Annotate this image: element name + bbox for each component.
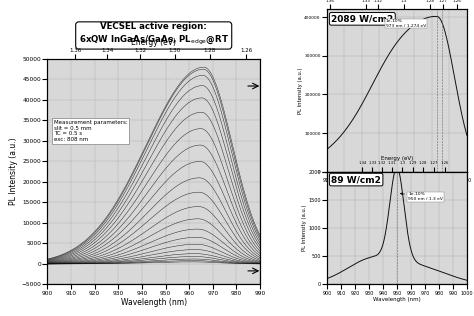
X-axis label: Energy (eV): Energy (eV): [131, 38, 176, 47]
Y-axis label: PL Intensity (a.u.): PL Intensity (a.u.): [9, 138, 18, 205]
Text: 89 W/cm2: 89 W/cm2: [331, 175, 381, 184]
Text: Measurement parameters:
slit = 0.5 mm
TC = 0.5 s
exc: 808 nm: Measurement parameters: slit = 0.5 mm TC…: [54, 120, 128, 142]
Y-axis label: PL Intensity (a.u.): PL Intensity (a.u.): [298, 67, 303, 114]
X-axis label: Wavelength (nm): Wavelength (nm): [373, 184, 421, 189]
Y-axis label: PL Intensity (a.u.): PL Intensity (a.u.): [302, 205, 307, 251]
X-axis label: Wavelength (nm): Wavelength (nm): [373, 297, 421, 302]
Text: 1e-10%
973 nm / 1.274 eV: 1e-10% 973 nm / 1.274 eV: [386, 19, 426, 28]
Text: 2089 W/cm2: 2089 W/cm2: [331, 14, 393, 23]
X-axis label: Wavelength (nm): Wavelength (nm): [121, 298, 187, 307]
Text: 1e-10%
950 nm / 1.3 eV: 1e-10% 950 nm / 1.3 eV: [401, 192, 443, 201]
Text: VECSEL active region:
6xQW InGaAs/GaAs, PL$_{\mathrm{edge}}$@RT: VECSEL active region: 6xQW InGaAs/GaAs, …: [79, 22, 229, 46]
X-axis label: Energy (eV): Energy (eV): [381, 156, 413, 161]
